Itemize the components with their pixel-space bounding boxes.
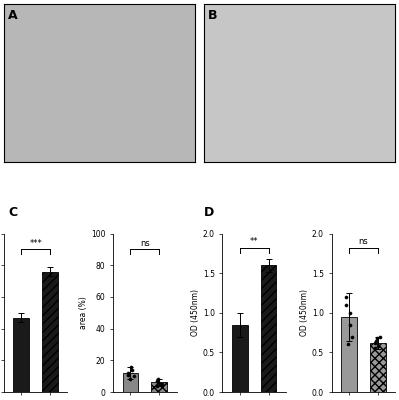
- Bar: [42, 272, 58, 392]
- Text: **: **: [250, 237, 258, 246]
- Point: [375, 343, 382, 349]
- Bar: [122, 373, 138, 392]
- Text: D: D: [203, 206, 214, 219]
- Point: [126, 376, 133, 382]
- Y-axis label: area (%): area (%): [79, 296, 88, 329]
- Text: C: C: [8, 206, 17, 219]
- Text: B: B: [208, 9, 217, 22]
- Y-axis label: OD (450nm): OD (450nm): [300, 289, 309, 336]
- Point: [343, 294, 350, 300]
- Point: [128, 364, 134, 370]
- Point: [125, 371, 131, 378]
- Point: [346, 310, 353, 316]
- Bar: [14, 318, 29, 392]
- Bar: [341, 317, 357, 392]
- Point: [154, 382, 160, 389]
- Point: [373, 335, 380, 341]
- Point: [157, 381, 163, 387]
- Point: [349, 333, 355, 340]
- Y-axis label: OD (450nm): OD (450nm): [191, 289, 200, 336]
- Point: [154, 376, 161, 382]
- Point: [130, 373, 137, 379]
- Text: ns: ns: [140, 239, 150, 248]
- Bar: [151, 382, 167, 392]
- Point: [347, 322, 354, 328]
- Point: [154, 378, 160, 384]
- Point: [372, 340, 378, 346]
- Point: [159, 381, 165, 387]
- Point: [155, 379, 161, 386]
- Bar: [370, 343, 385, 392]
- Bar: [261, 265, 277, 392]
- Point: [343, 302, 350, 308]
- Text: A: A: [8, 9, 18, 22]
- Point: [125, 370, 131, 376]
- Point: [373, 337, 379, 344]
- Point: [372, 345, 378, 352]
- Text: ns: ns: [358, 237, 368, 246]
- Point: [377, 333, 383, 340]
- Bar: [232, 325, 248, 392]
- Text: ***: ***: [30, 239, 42, 248]
- Point: [345, 341, 351, 348]
- Point: [129, 367, 135, 373]
